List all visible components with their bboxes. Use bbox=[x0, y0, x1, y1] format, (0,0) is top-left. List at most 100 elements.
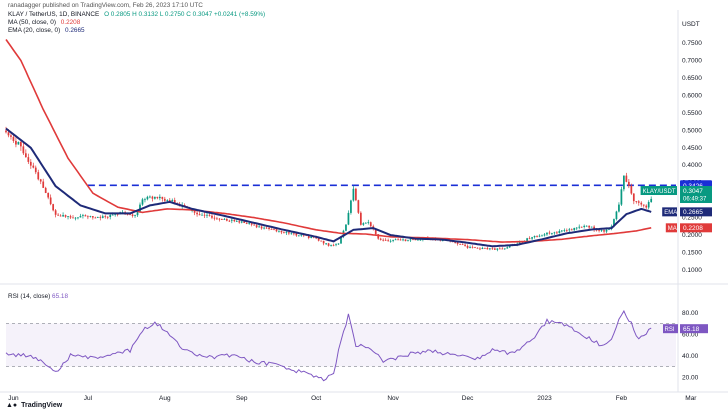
candle-body bbox=[129, 214, 131, 216]
candle-body bbox=[161, 196, 164, 199]
ohlc-readout: O 0.2805 H 0.3132 L 0.2750 C 0.3047 +0.0… bbox=[104, 11, 266, 18]
candle-body bbox=[578, 226, 581, 228]
candle-body bbox=[62, 215, 64, 217]
candle-body bbox=[374, 229, 377, 235]
candle-body bbox=[54, 210, 57, 215]
candle-body bbox=[560, 230, 563, 232]
candle-body bbox=[394, 239, 397, 241]
candle-body bbox=[29, 161, 32, 166]
candle-body bbox=[57, 214, 59, 216]
candle-body bbox=[496, 248, 499, 250]
candle-body bbox=[109, 214, 112, 217]
time-axis: Jun Jul Aug Sep Oct Nov Dec 2023 Feb Mar bbox=[0, 391, 728, 402]
candle-body bbox=[489, 248, 491, 250]
time-tick-label: Aug bbox=[159, 395, 171, 402]
candle-body bbox=[603, 230, 605, 232]
candle-body bbox=[27, 157, 30, 162]
candle-body bbox=[474, 247, 476, 249]
candle-body bbox=[632, 193, 635, 202]
price-tag-value-box bbox=[680, 207, 712, 217]
candle-body bbox=[238, 221, 241, 223]
candle-body bbox=[17, 141, 20, 145]
candle-body bbox=[114, 214, 117, 215]
tradingview-logo-icon: ▲● bbox=[6, 402, 18, 409]
candle-body bbox=[543, 234, 546, 236]
candle-body bbox=[101, 216, 104, 218]
candle-body bbox=[498, 248, 501, 250]
candle-body bbox=[255, 225, 258, 228]
candle-body bbox=[397, 239, 399, 241]
candle-body bbox=[203, 214, 206, 216]
candle-body bbox=[568, 229, 571, 231]
candle-body bbox=[369, 222, 372, 227]
rsi-tick-label: 60.00 bbox=[682, 331, 699, 338]
rsi-tag-name: RSI bbox=[665, 327, 675, 333]
price-tick-label: 0.5500 bbox=[682, 110, 702, 117]
candle-body bbox=[541, 235, 543, 237]
resistance-line: 0.3426 bbox=[87, 180, 712, 191]
candle-body bbox=[399, 239, 402, 241]
price-tick-label: 0.7500 bbox=[682, 40, 702, 47]
candle-body bbox=[24, 153, 27, 158]
candle-body bbox=[600, 230, 603, 231]
ema-legend-label: EMA (20, close, 0) bbox=[8, 27, 61, 34]
rsi-line bbox=[5, 309, 652, 382]
candle-body bbox=[141, 199, 144, 205]
candle-body bbox=[131, 214, 134, 216]
candle-body bbox=[59, 215, 62, 217]
candle-body bbox=[461, 244, 464, 246]
candle-body bbox=[627, 181, 630, 186]
candle-body bbox=[302, 234, 305, 236]
candle-body bbox=[345, 224, 347, 231]
time-tick-label: Sep bbox=[236, 395, 248, 402]
candle-body bbox=[106, 216, 109, 218]
rsi-tick-label: 80.00 bbox=[682, 310, 699, 317]
candle-body bbox=[456, 242, 459, 244]
candlestick-series bbox=[5, 126, 653, 252]
candle-body bbox=[526, 238, 528, 241]
symbol-title: KLAY / TetherUS, 1D, BINANCE bbox=[8, 11, 100, 18]
candle-body bbox=[635, 201, 638, 202]
candle-body bbox=[69, 216, 72, 218]
candle-body bbox=[580, 226, 583, 228]
candle-body bbox=[37, 172, 40, 180]
candle-body bbox=[481, 247, 484, 250]
candle-body bbox=[419, 239, 422, 241]
candle-body bbox=[491, 248, 494, 250]
candle-body bbox=[585, 225, 588, 227]
candle-body bbox=[213, 217, 216, 219]
brand-name: TradingView bbox=[21, 402, 63, 409]
candle-body bbox=[72, 217, 74, 219]
candle-body bbox=[230, 219, 233, 221]
candle-body bbox=[136, 211, 139, 216]
candle-body bbox=[650, 198, 653, 203]
candle-body bbox=[22, 146, 25, 154]
candle-body bbox=[563, 230, 566, 232]
candle-body bbox=[265, 227, 268, 229]
candle-body bbox=[278, 230, 280, 232]
candle-body bbox=[283, 232, 285, 234]
candle-body bbox=[637, 201, 640, 203]
candle-body bbox=[630, 185, 633, 194]
candle-body bbox=[208, 214, 211, 216]
candle-body bbox=[620, 189, 623, 205]
candle-body bbox=[556, 232, 558, 234]
time-tick-label: Dec bbox=[462, 395, 474, 402]
candle-body bbox=[558, 230, 561, 234]
candle-body bbox=[476, 247, 479, 249]
candle-body bbox=[454, 242, 457, 243]
candle-body bbox=[52, 204, 55, 211]
price-axis-label: USDT bbox=[682, 21, 700, 28]
candle-body bbox=[332, 244, 335, 246]
time-tick-label: Nov bbox=[387, 395, 399, 402]
candle-body bbox=[570, 229, 573, 231]
candle-body bbox=[508, 245, 511, 248]
candle-body bbox=[5, 130, 7, 133]
candle-body bbox=[263, 227, 265, 229]
rsi-band-fill bbox=[6, 323, 676, 367]
candle-body bbox=[295, 233, 298, 236]
candle-body bbox=[168, 200, 171, 202]
candle-body bbox=[459, 243, 461, 245]
candle-body bbox=[367, 222, 370, 224]
candle-body bbox=[335, 244, 337, 246]
